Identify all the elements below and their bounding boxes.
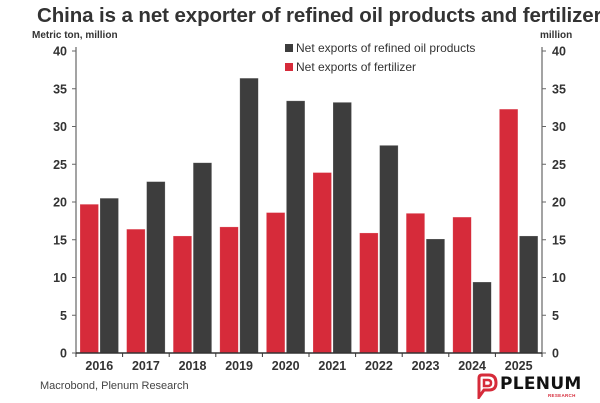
bar-fertilizer-2020	[266, 212, 286, 354]
x-tick-label-2023: 2023	[412, 359, 440, 373]
bar-fertilizer-2016	[79, 203, 99, 354]
right-axis-unit-label: million	[540, 30, 573, 41]
x-tick-label-2017: 2017	[132, 359, 160, 373]
right-tick-label-0: 0	[552, 347, 559, 361]
right-tick-label-20: 20	[552, 196, 566, 210]
bar-refined-oil-2024	[472, 281, 492, 354]
x-tick-label-2021: 2021	[318, 359, 346, 373]
bar-fertilizer-2025	[499, 108, 519, 354]
logo-wordmark: PLENUM	[500, 374, 582, 394]
plenum-logo: PLENUM RESEARCH	[472, 372, 582, 400]
right-tick-label-35: 35	[552, 82, 566, 96]
legend-swatch-fertilizer	[285, 63, 293, 71]
x-tick-label-2020: 2020	[272, 359, 300, 373]
x-tick-label-2018: 2018	[179, 359, 207, 373]
source-note: Macrobond, Plenum Research	[40, 380, 189, 392]
bar-fertilizer-2023	[405, 213, 426, 354]
left-tick-label-0: 0	[60, 347, 67, 361]
plenum-logo-icon	[477, 373, 498, 399]
right-tick-label-25: 25	[552, 158, 566, 172]
right-tick-label-10: 10	[552, 271, 566, 285]
bar-fertilizer-2021	[312, 172, 332, 354]
x-tick-label-2016: 2016	[85, 359, 113, 373]
bar-fertilizer-2022	[359, 232, 379, 354]
bar-refined-oil-2016	[99, 197, 119, 354]
bar-refined-oil-2021	[332, 102, 352, 354]
legend-label-fertilizer: Net exports of fertilizer	[296, 60, 416, 74]
legend-label-refined-oil: Net exports of refined oil products	[296, 41, 475, 55]
left-axis-unit-label: Metric ton, million	[32, 30, 118, 41]
bar-refined-oil-2018	[192, 162, 212, 354]
bar-refined-oil-2025	[519, 235, 539, 354]
left-tick-label-30: 30	[53, 120, 67, 134]
right-tick-label-30: 30	[552, 120, 566, 134]
right-tick-label-40: 40	[552, 45, 566, 59]
left-tick-label-15: 15	[53, 233, 67, 247]
left-tick-label-10: 10	[53, 271, 67, 285]
bar-refined-oil-2022	[379, 145, 399, 354]
x-tick-label-2022: 2022	[365, 359, 393, 373]
bar-fertilizer-2024	[452, 216, 472, 354]
bar-fertilizer-2019	[219, 226, 239, 354]
logo-subtitle: RESEARCH	[548, 393, 576, 398]
bar-refined-oil-2019	[239, 77, 259, 354]
bar-refined-oil-2023	[425, 238, 446, 354]
left-tick-label-5: 5	[60, 309, 67, 323]
left-tick-label-35: 35	[53, 82, 67, 96]
right-tick-label-15: 15	[552, 233, 566, 247]
bar-fertilizer-2018	[172, 235, 192, 354]
left-tick-label-40: 40	[53, 45, 67, 59]
left-tick-label-25: 25	[53, 158, 67, 172]
bar-refined-oil-2017	[146, 181, 166, 354]
x-tick-label-2025: 2025	[505, 359, 533, 373]
x-tick-label-2019: 2019	[225, 359, 253, 373]
bar-fertilizer-2017	[126, 228, 146, 354]
bar-refined-oil-2020	[286, 100, 306, 354]
right-tick-label-5: 5	[552, 309, 559, 323]
left-tick-label-20: 20	[53, 196, 67, 210]
x-tick-label-2024: 2024	[458, 359, 486, 373]
chart-title: China is a net exporter of refined oil p…	[37, 4, 600, 27]
legend-swatch-refined-oil	[285, 44, 293, 52]
